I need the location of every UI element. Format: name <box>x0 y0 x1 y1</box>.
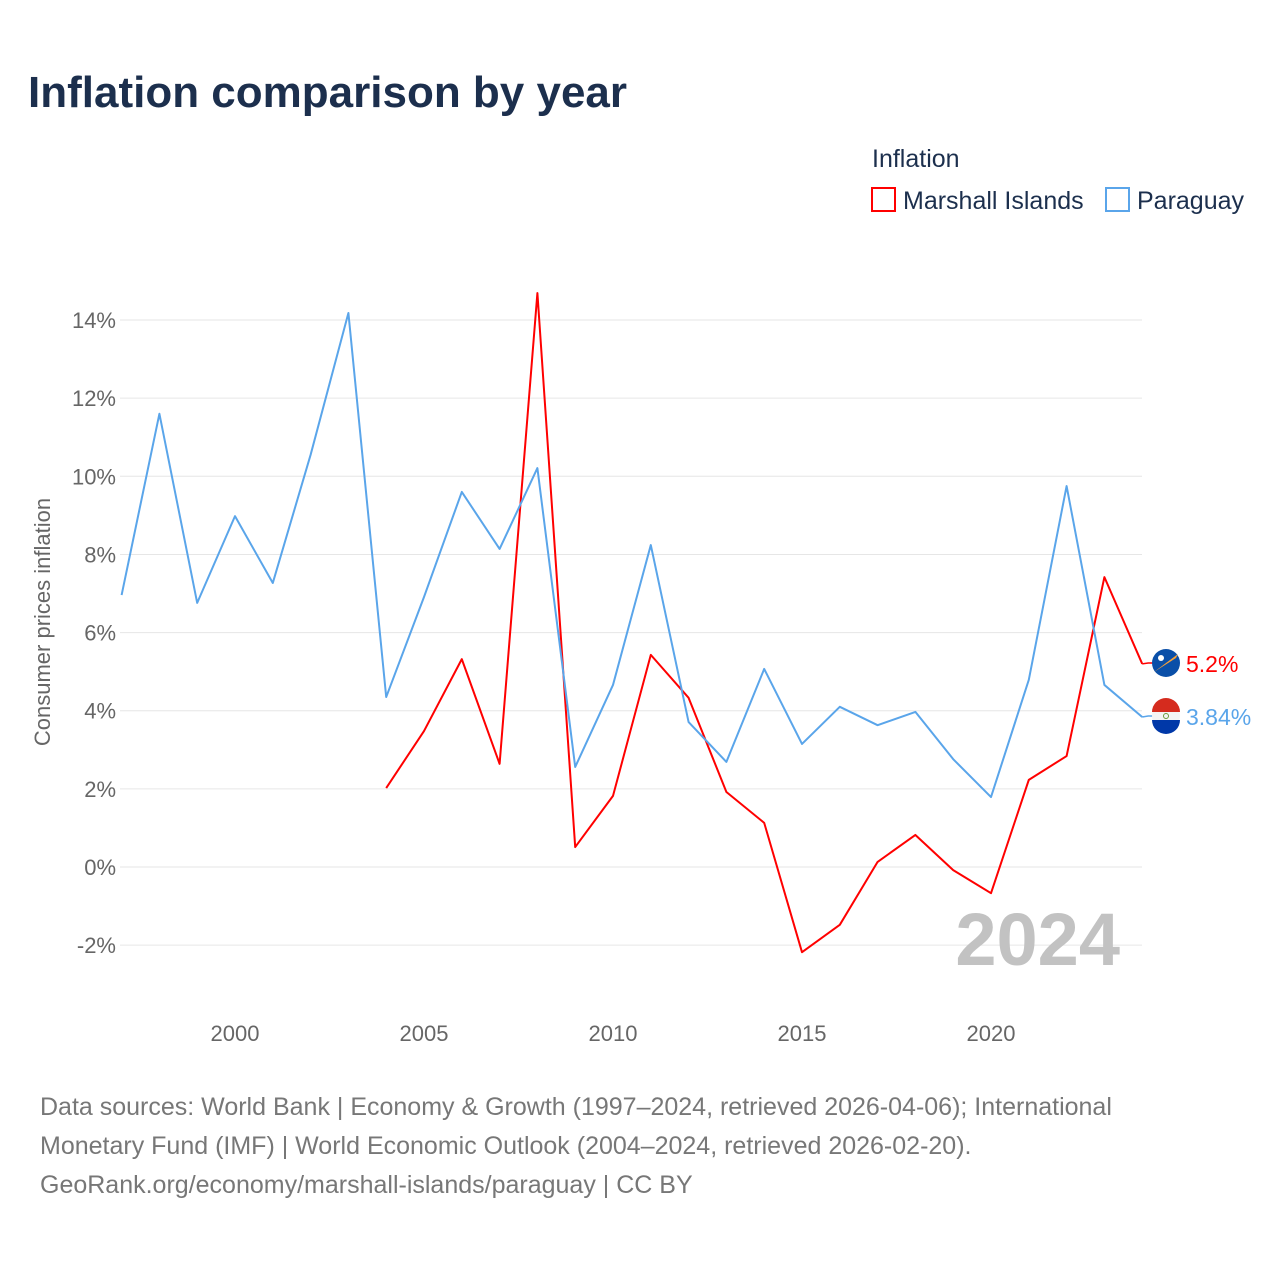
y-tick-label: 8% <box>84 542 116 567</box>
y-tick-label: 10% <box>72 464 116 489</box>
series-line-paraguay <box>120 311 1143 799</box>
end-value-label: 5.2% <box>1186 651 1238 677</box>
year-watermark: 2024 <box>955 898 1120 981</box>
y-tick-label: 0% <box>84 855 116 880</box>
source-line: Data sources: World Bank | Economy & Gro… <box>40 1093 1112 1121</box>
y-axis-label: Consumer prices inflation <box>30 498 55 746</box>
flag-blue-band <box>1152 720 1180 734</box>
source-line: Monetary Fund (IMF) | World Economic Out… <box>40 1132 972 1160</box>
legend-swatch <box>871 187 896 212</box>
x-tick-label: 2010 <box>589 1021 638 1046</box>
end-value-label: 3.84% <box>1186 704 1251 730</box>
x-tick-label: 2020 <box>967 1021 1016 1046</box>
x-tick-label: 2000 <box>211 1021 260 1046</box>
legend-label: Marshall Islands <box>903 187 1084 215</box>
flag-red-band <box>1152 698 1180 712</box>
legend-label: Paraguay <box>1137 187 1245 215</box>
flag-stripe <box>1154 654 1178 672</box>
flag-emblem <box>1163 713 1169 719</box>
y-tick-label: 12% <box>72 386 116 411</box>
y-tick-label: 2% <box>84 777 116 802</box>
legend-swatch <box>1105 187 1130 212</box>
x-tick-label: 2015 <box>778 1021 827 1046</box>
sources-note: Data sources: World Bank | Economy & Gro… <box>40 1088 1240 1205</box>
y-tick-label: 4% <box>84 699 116 724</box>
series-line-marshall-islands <box>385 292 1144 954</box>
flag-star <box>1158 655 1164 661</box>
source-link[interactable]: GeoRank.org/economy/marshall-islands/par… <box>40 1171 693 1199</box>
legend-title: Inflation <box>872 145 960 173</box>
x-tick-label: 2005 <box>400 1021 449 1046</box>
y-tick-label: -2% <box>77 933 116 958</box>
y-tick-label: 6% <box>84 621 116 646</box>
y-tick-label: 14% <box>72 308 116 333</box>
page-title: Inflation comparison by year <box>28 68 628 117</box>
